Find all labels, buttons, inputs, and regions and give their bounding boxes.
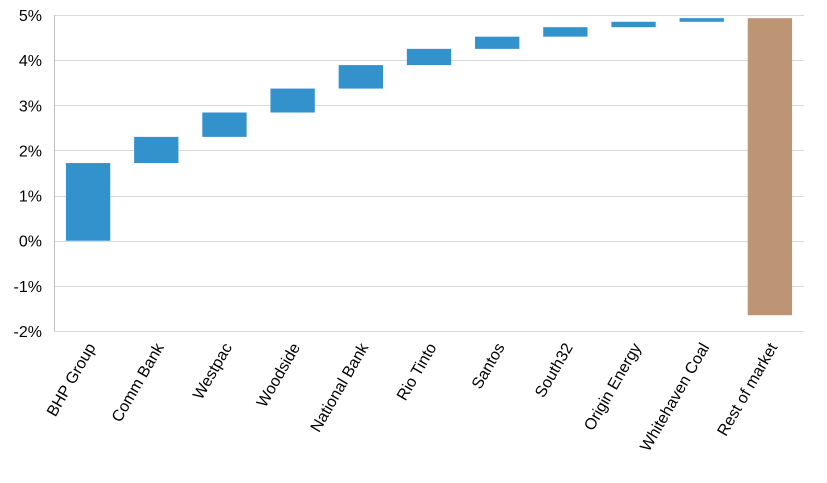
x-category-label: Comm Bank	[109, 340, 168, 426]
y-tick-label: 0%	[19, 234, 42, 251]
bar-rio-tinto	[406, 48, 452, 66]
y-tick-label: -2%	[14, 324, 42, 341]
gridlines	[54, 15, 804, 332]
bar-south32	[543, 27, 588, 37]
x-category-label: Westpac	[190, 341, 236, 403]
bar-comm-bank	[134, 136, 179, 164]
bar-national-bank	[338, 65, 383, 89]
bar-santos	[475, 36, 520, 49]
y-tick-label: 2%	[19, 143, 42, 160]
x-category-label: Whitehaven Coal	[638, 341, 714, 455]
y-tick-label: 3%	[19, 98, 42, 115]
y-tick-label: 1%	[19, 189, 42, 206]
x-category-label: National Bank	[308, 340, 373, 436]
bar-whitehaven-coal	[679, 18, 724, 22]
x-category-label: South32	[532, 340, 577, 400]
bar-rest-of-market	[747, 18, 793, 316]
y-tick-label: -1%	[14, 279, 42, 296]
x-category-label: Santos	[469, 341, 509, 393]
x-category-label: Woodside	[254, 340, 304, 410]
bar-origin-energy	[611, 21, 656, 28]
bar-westpac	[202, 112, 247, 137]
x-axis-category-labels: BHP Group Comm Bank Westpac Woodside Nationa…	[44, 340, 782, 455]
bar-woodside	[270, 88, 315, 113]
y-axis-tick-labels: -2% -1% 0% 1% 2% 3% 4% 5%	[14, 8, 42, 341]
bars	[65, 18, 793, 316]
y-tick-label: 4%	[19, 53, 42, 70]
x-category-label: Origin Energy	[581, 341, 645, 434]
x-category-label: Rio Tinto	[394, 340, 440, 403]
y-tick-label: 5%	[19, 8, 42, 25]
bar-bhp-group	[65, 163, 111, 241]
x-category-label: BHP Group	[44, 340, 100, 419]
x-category-label: Rest of market	[715, 340, 782, 439]
